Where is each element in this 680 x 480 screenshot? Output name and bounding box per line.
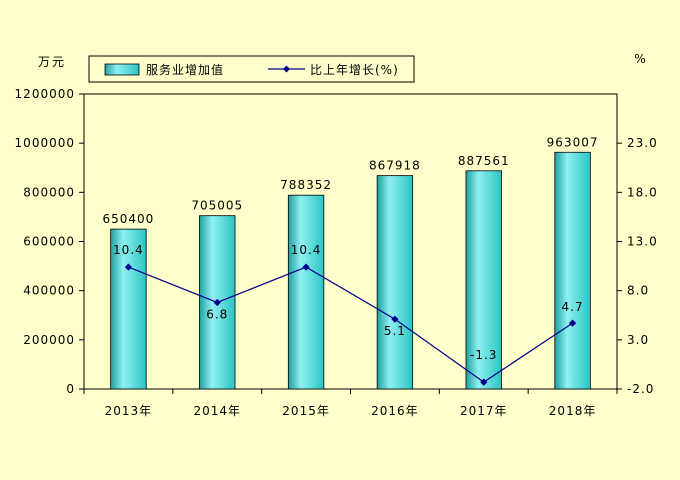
growth-marker-1 <box>213 298 221 307</box>
bar-value-label-1: 705005 <box>191 199 243 213</box>
right-tick-label-4: 18.0 <box>627 185 658 199</box>
bar-0 <box>110 228 147 390</box>
left-axis-unit: 万元 <box>38 55 66 69</box>
left-tick-label-1: 200000 <box>23 333 75 347</box>
category-label-4: 2017年 <box>460 404 508 418</box>
category-label-3: 2016年 <box>371 404 419 418</box>
growth-value-label-4: -1.3 <box>470 348 497 362</box>
category-label-5: 2018年 <box>549 404 597 418</box>
left-tick-label-6: 1200000 <box>15 87 75 101</box>
bar-value-label-2: 788352 <box>280 178 332 192</box>
left-tick-label-4: 800000 <box>23 185 75 199</box>
category-label-1: 2014年 <box>193 404 241 418</box>
legend-line-marker <box>283 65 290 73</box>
growth-marker-0 <box>124 263 133 271</box>
right-tick-label-3: 13.0 <box>627 235 658 249</box>
growth-marker-3 <box>391 315 399 323</box>
bar-2 <box>287 194 325 390</box>
legend-bar-swatch <box>104 63 140 76</box>
left-tick-label-3: 600000 <box>23 235 75 249</box>
legend-box <box>88 55 415 83</box>
growth-value-label-5: 4.7 <box>562 300 584 314</box>
growth-value-label-0: 10.4 <box>113 243 144 257</box>
bar-value-label-4: 887561 <box>458 154 510 168</box>
right-axis-unit: % <box>634 52 645 66</box>
left-tick-label-5: 1000000 <box>15 136 75 150</box>
bar-value-label-5: 963007 <box>547 135 599 149</box>
right-tick-label-1: 3.0 <box>627 333 649 347</box>
bar-5 <box>554 151 591 390</box>
growth-value-label-1: 6.8 <box>206 307 228 321</box>
category-label-0: 2013年 <box>105 404 153 418</box>
growth-marker-5 <box>568 319 577 327</box>
growth-value-label-2: 10.4 <box>291 243 322 257</box>
right-tick-label-2: 8.0 <box>627 284 649 298</box>
bar-value-label-0: 650400 <box>103 212 155 226</box>
right-tick-label-5: 23.0 <box>627 136 658 150</box>
left-tick-label-2: 400000 <box>23 284 75 298</box>
growth-marker-4 <box>480 378 488 386</box>
growth-marker-2 <box>302 263 310 271</box>
plot-area <box>83 93 618 390</box>
growth-value-label-3: 5.1 <box>384 324 406 338</box>
right-tick-label-0: -2.0 <box>627 382 654 396</box>
category-label-2: 2015年 <box>282 404 330 418</box>
bar-value-label-3: 867918 <box>369 159 421 173</box>
growth-line <box>128 266 573 383</box>
bar-4 <box>465 170 502 390</box>
legend-line-label: 比上年增长(%) <box>310 63 399 77</box>
legend-bar-label: 服务业增加值 <box>146 62 224 77</box>
left-tick-label-0: 0 <box>66 382 75 396</box>
bar-3 <box>376 175 414 390</box>
